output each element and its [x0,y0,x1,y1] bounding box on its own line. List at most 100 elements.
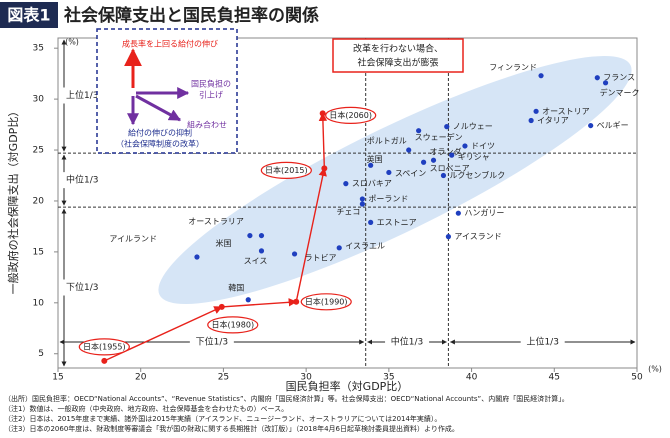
point-label: スロベニア [430,164,470,173]
point [445,234,452,240]
point-label: スイス [244,256,268,265]
y-tick-label: 35 [33,44,44,54]
point [319,110,326,117]
label-box [0,2,58,28]
y-tick-label: 25 [33,146,44,156]
label-ring [207,316,259,334]
point [588,122,594,129]
point [528,117,534,124]
x-tick-label: 30 [300,373,312,383]
tercile-label: 上位1/3 [526,336,559,348]
point-label: フランス [603,73,635,82]
point-label: ベルギー [597,121,629,130]
point-label: アイルランド [109,234,157,243]
scheme-text: （社会保障制度の改革） [116,139,204,149]
scheme-box [96,28,238,154]
point-label: ギリシャ [458,153,490,162]
cluster-ellipse [158,56,632,304]
chart-title: 社会保障支出と国民負担率の関係 [63,5,319,26]
point [291,251,298,257]
note: （注2）日本は、2015年度まで実績、諸外国は2015年実績（アイスランド、ニュ… [4,414,441,423]
x-tick-label: 25 [218,373,229,383]
annotation: 改革を行わない場合、 [353,43,443,55]
point [258,248,265,254]
scheme-text: 給付の伸びの抑制 [128,128,192,138]
scheme-arrow [135,94,182,122]
scheme-text: 引上げ [199,91,223,100]
label-ring [300,293,352,311]
point [258,232,265,239]
figure-label: 図表1 [7,6,50,25]
point-label: フィンランド [489,63,537,72]
point-label: ラトビア [305,253,337,262]
y-tick-label: 30 [33,95,45,105]
point [359,201,365,207]
point-label: ポルトガル [367,136,407,146]
point-label: ドイツ [471,141,495,150]
point [247,232,253,239]
point [449,152,455,158]
label-ring [260,161,312,179]
tercile-label: 上位1/3 [66,89,99,101]
point [368,219,374,225]
point [321,165,328,172]
scheme-text: 国民負担の [191,79,231,89]
point [293,298,300,305]
point-label: ハンガリー [464,208,504,218]
point [245,297,251,303]
point [594,75,600,81]
label-ring [78,338,130,356]
note: （注3）日本の2060年度は、財政制度等審議会「我が国の財政に関する長期推計（改… [4,424,459,433]
tercile-label: 中位1/3 [66,174,99,186]
point-label: 日本(2015) [265,165,308,175]
y-tick-label: 20 [33,196,45,206]
point-label: アイスランド [454,232,501,241]
trend-arrow [318,112,328,169]
tercile-label: 下位1/3 [196,336,229,348]
point-label: デンマーク [600,87,640,97]
point [538,73,544,79]
x-tick-label: 45 [549,373,560,383]
note: （注1）数値は、一般政府（中央政府、地方政府、社会保障基金を合わせたもの）ベース… [4,404,288,413]
point [218,303,225,310]
point [420,159,427,165]
annotation: 社会保障支出が膨張 [357,57,438,69]
point-label: 日本(1955) [83,341,126,351]
note: （出所）国民負担率：OECD“National Accounts”、“Reven… [4,394,569,403]
trend-arrow [221,298,298,308]
point [406,147,412,153]
point-label: スウェーデン [415,132,463,142]
point-label: ポーランド [368,194,408,203]
scheme-text: 組み合わせ [187,120,227,130]
x-tick-label: 20 [135,373,147,383]
point-label: 日本(2060) [329,110,372,120]
point-label: 英国 [367,154,383,164]
point-label: ノルウェー [453,122,493,131]
x-tick-label: 35 [383,373,394,383]
point-label: イタリア [537,116,569,125]
point-label: チェコ [336,208,360,217]
point-label: オーストラリア [188,217,244,226]
point [194,254,200,260]
x-tick-label: 50 [631,373,643,383]
point [533,108,539,114]
plot-frame [57,37,638,369]
point-label: スペイン [395,169,426,178]
point [101,357,108,364]
trend-arrow [295,167,327,302]
point-label: イスラエル [345,241,385,250]
y-unit: (%) [65,38,79,47]
point [602,80,609,86]
y-tick-label: 15 [33,247,44,257]
point [359,196,365,202]
annotation-box [332,38,464,73]
point-label: オランダ [430,147,462,157]
point [343,181,349,187]
point [444,124,450,130]
x-tick-label: 15 [52,373,63,383]
point [455,210,461,216]
y-tick-label: 10 [33,298,45,308]
point-label: 日本(1990) [305,296,348,306]
point [386,169,392,176]
